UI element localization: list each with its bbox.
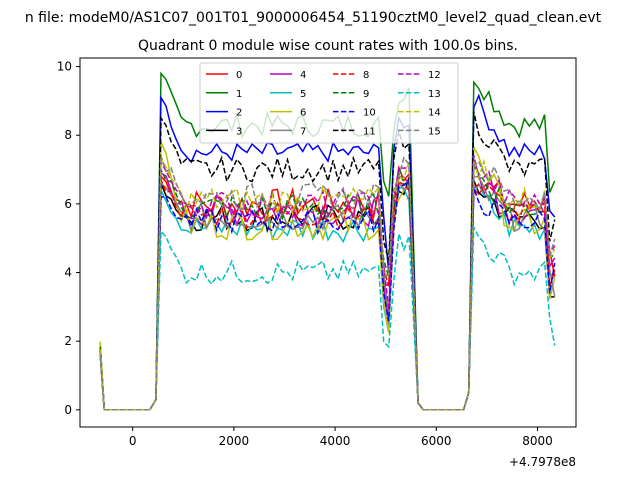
x-tick-label: 2000	[219, 434, 250, 448]
y-tick-label: 10	[57, 60, 72, 74]
y-tick-label: 2	[64, 334, 72, 348]
y-tick-label: 4	[64, 266, 72, 280]
legend-label-11: 11	[363, 126, 376, 137]
legend-frame	[199, 62, 459, 144]
axes-frame	[79, 57, 577, 428]
y-tick-label: 8	[64, 128, 72, 142]
legend-label-6: 6	[300, 108, 306, 119]
legend-label-14: 14	[428, 108, 441, 119]
legend-label-4: 4	[300, 70, 306, 81]
legend-label-5: 5	[300, 89, 306, 100]
x-axis-offset-label: +4.7978e8	[509, 455, 576, 469]
chart-title: Quadrant 0 module wise count rates with …	[138, 38, 518, 54]
legend-label-9: 9	[363, 89, 369, 100]
legend-label-8: 8	[363, 70, 369, 81]
x-tick-label: 0	[129, 434, 137, 448]
series-line-2	[99, 93, 556, 411]
series-line-10	[99, 179, 556, 411]
series-line-15	[99, 155, 556, 411]
legend-label-12: 12	[428, 70, 441, 81]
x-axis: 0 2000 4000 6000 8000	[129, 427, 553, 448]
x-tick-label: 4000	[320, 434, 351, 448]
series-line-14	[99, 156, 556, 411]
series-line-13	[99, 224, 556, 411]
series-line-6	[99, 141, 556, 411]
y-tick-label: 0	[64, 403, 72, 417]
legend-label-1: 1	[236, 89, 242, 100]
y-tick-label: 6	[64, 197, 72, 211]
x-tick-label: 8000	[522, 434, 553, 448]
y-axis: 0 2 4 6 8 10	[57, 60, 80, 417]
legend-label-10: 10	[363, 108, 376, 119]
x-tick-label: 6000	[421, 434, 452, 448]
series-line-8	[99, 179, 556, 411]
legend-label-3: 3	[236, 126, 242, 137]
legend-label-7: 7	[300, 126, 306, 137]
legend-label-0: 0	[236, 70, 242, 81]
legend-label-2: 2	[236, 108, 242, 119]
figure-suptitle: n file: modeM0/AS1C07_001T01_9000006454_…	[25, 10, 602, 26]
series-line-11	[99, 111, 556, 411]
legend-label-15: 15	[428, 126, 441, 137]
series-line-12	[99, 154, 556, 411]
legend-label-13: 13	[428, 89, 441, 100]
